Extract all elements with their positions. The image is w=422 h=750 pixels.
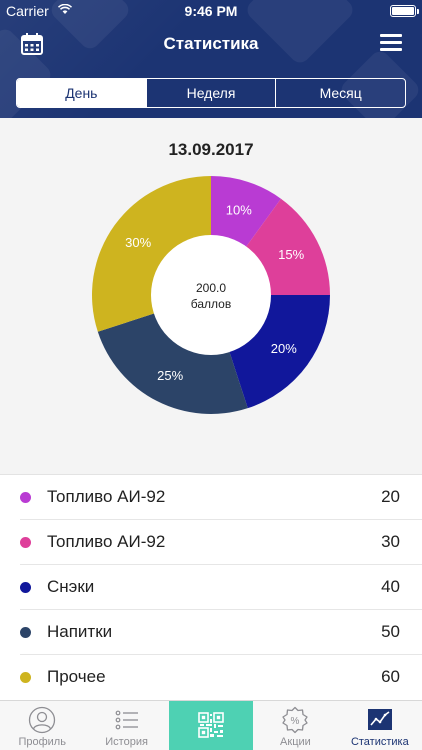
tab-label: Акции xyxy=(280,736,311,748)
chart-date: 13.09.2017 xyxy=(168,140,254,159)
list-item: Прочее 60 xyxy=(20,655,422,700)
pie-slice-label: 25% xyxy=(157,368,183,383)
segment-day[interactable]: День xyxy=(17,79,146,107)
tab-label: История xyxy=(105,736,148,748)
list-item-label: Снэки xyxy=(47,577,95,596)
wifi-icon xyxy=(58,4,72,14)
category-list: Топливо АИ-92 20 Топливо АИ-92 30 Снэки … xyxy=(0,474,422,700)
list-item: Топливо АИ-92 20 xyxy=(20,475,422,520)
tab-history[interactable]: История xyxy=(84,701,168,750)
legend-dot xyxy=(20,582,31,593)
header: Carrier 9:46 PM Статистика День Неделя М… xyxy=(0,0,422,118)
list-item-label: Прочее xyxy=(47,667,106,686)
donut-chart: 200.0 баллов 10% 15% 20% 25% 30% xyxy=(91,176,330,414)
list-item-label: Топливо АИ-92 xyxy=(47,532,166,551)
svg-text:%: % xyxy=(291,716,300,727)
tab-statistics[interactable]: Статистика xyxy=(338,701,422,750)
tab-label: Профиль xyxy=(18,736,66,748)
segment-week[interactable]: Неделя xyxy=(145,79,276,107)
tab-bar: Профиль История % Акции xyxy=(0,700,422,750)
calendar-icon[interactable] xyxy=(20,32,44,56)
list-item-value: 60 xyxy=(381,667,400,686)
list-item-label: Топливо АИ-92 xyxy=(47,487,166,506)
legend-dot xyxy=(20,672,31,683)
list-item-value: 30 xyxy=(381,532,400,551)
nav-bar: Статистика xyxy=(0,26,422,62)
carrier-label: Carrier xyxy=(6,3,49,19)
tab-qr-scan[interactable] xyxy=(168,701,254,750)
list-item: Напитки 50 xyxy=(20,610,422,655)
donut-hole xyxy=(151,235,271,355)
menu-icon[interactable] xyxy=(380,34,402,52)
battery-icon xyxy=(390,5,419,17)
qr-code-icon xyxy=(198,712,224,738)
legend-dot xyxy=(20,627,31,638)
status-time: 9:46 PM xyxy=(184,3,238,19)
legend-dot xyxy=(20,537,31,548)
tab-promotions[interactable]: % Акции xyxy=(253,701,337,750)
center-unit: баллов xyxy=(191,297,231,311)
pie-slice-label: 15% xyxy=(278,247,304,262)
percent-badge-icon: % xyxy=(282,706,309,734)
tab-profile[interactable]: Профиль xyxy=(0,701,84,750)
list-item-value: 50 xyxy=(381,622,400,641)
legend-dot xyxy=(20,492,31,503)
page-title: Статистика xyxy=(163,34,259,53)
period-segmented-control: День Неделя Месяц xyxy=(16,78,406,108)
list-item-value: 20 xyxy=(381,487,400,506)
chart-area: 13.09.2017 200.0 баллов 10% 15% 20% 25% 30% xyxy=(0,118,422,474)
pie-slice-label: 20% xyxy=(271,341,297,356)
profile-icon xyxy=(29,706,56,734)
segment-month[interactable]: Месяц xyxy=(275,79,405,107)
status-bar: Carrier 9:46 PM xyxy=(0,0,422,22)
list-item: Снэки 40 xyxy=(20,565,422,610)
list-item-value: 40 xyxy=(381,577,400,596)
list-item-label: Напитки xyxy=(47,622,113,641)
tab-label: Статистика xyxy=(350,736,409,748)
list-item: Топливо АИ-92 30 xyxy=(20,520,422,565)
pie-slice-label: 10% xyxy=(226,202,252,217)
chart-icon xyxy=(367,709,392,730)
center-value: 200.0 xyxy=(196,281,226,295)
list-icon xyxy=(115,710,138,730)
pie-slice-label: 30% xyxy=(125,235,151,250)
